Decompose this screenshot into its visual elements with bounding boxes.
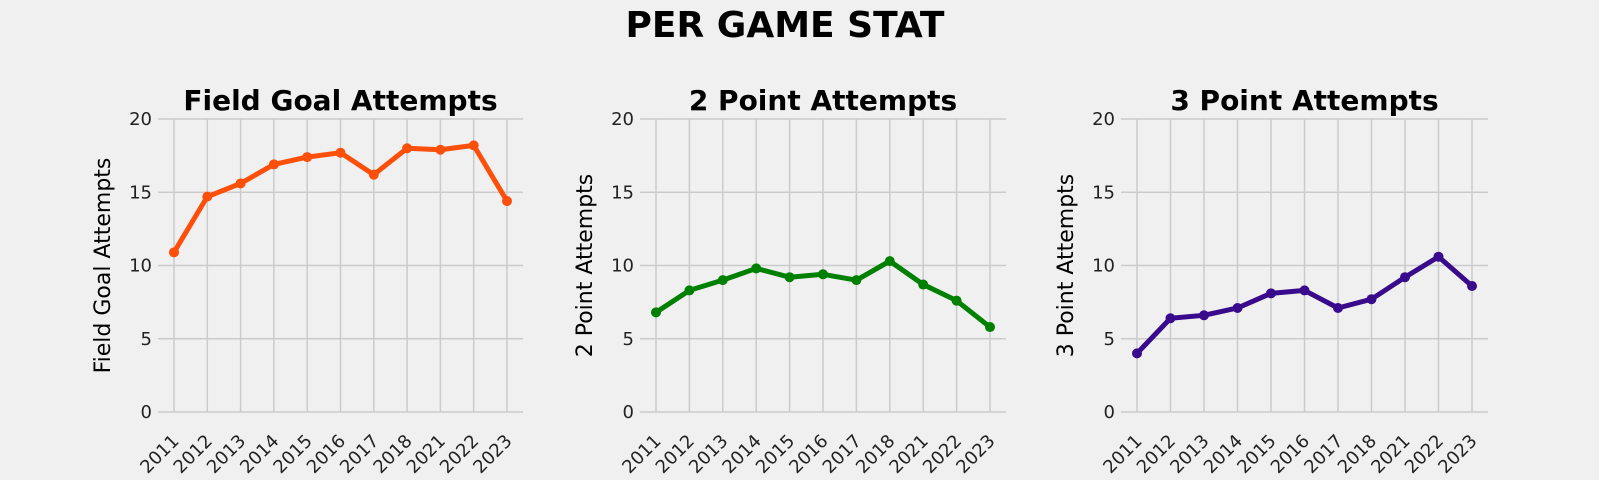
data-point [851, 275, 862, 286]
data-point [1433, 251, 1444, 262]
y-tick-label: 10 [1092, 256, 1115, 277]
y-tick-label: 10 [129, 256, 152, 277]
data-point [235, 178, 246, 189]
y-axis-label: 2 Point Attempts [573, 174, 598, 358]
data-point [717, 275, 728, 286]
data-point [1266, 288, 1276, 299]
chart-panel-3: 0510152020112012201320142015201620172018… [1054, 84, 1488, 478]
y-tick-label: 15 [611, 182, 634, 203]
data-point [751, 263, 762, 274]
y-tick-label: 0 [1104, 402, 1115, 423]
data-point [402, 143, 413, 154]
data-point [1299, 285, 1310, 296]
data-point [818, 269, 828, 280]
data-point [651, 307, 661, 318]
y-tick-label: 5 [1104, 329, 1115, 350]
y-axis-label: Field Goal Attempts [91, 158, 116, 374]
data-point [302, 152, 313, 163]
data-point [502, 196, 512, 207]
data-point [435, 144, 446, 155]
y-tick-label: 0 [623, 402, 634, 423]
y-tick-label: 10 [611, 256, 634, 277]
y-tick-label: 15 [1092, 182, 1115, 203]
panel-title: 2 Point Attempts [689, 84, 957, 117]
x-tick-label: 2023 [1434, 431, 1481, 478]
y-tick-label: 20 [611, 109, 634, 130]
data-point [1232, 302, 1243, 313]
data-point [1400, 272, 1410, 283]
data-point [784, 272, 795, 283]
data-point [1132, 348, 1142, 359]
y-tick-label: 20 [1092, 109, 1115, 130]
data-point [368, 169, 379, 180]
data-point [169, 247, 179, 258]
y-tick-label: 15 [129, 182, 152, 203]
data-point [684, 285, 695, 296]
data-point [468, 140, 479, 151]
data-point [1333, 302, 1343, 313]
y-axis-label: 3 Point Attempts [1054, 174, 1079, 358]
data-point [268, 159, 279, 170]
data-point [1199, 310, 1209, 321]
y-tick-label: 20 [129, 109, 152, 130]
data-point [918, 279, 929, 290]
y-tick-label: 5 [623, 329, 634, 350]
figure-title: PER GAME STAT [626, 5, 945, 46]
x-tick-label: 2023 [469, 431, 516, 478]
panel-title: 3 Point Attempts [1170, 84, 1438, 117]
data-point [1165, 313, 1176, 324]
data-point [884, 256, 895, 267]
data-point [1467, 281, 1477, 292]
data-point [985, 322, 995, 333]
panel-title: Field Goal Attempts [183, 84, 497, 117]
data-point [335, 147, 346, 158]
x-tick-label: 2023 [952, 431, 999, 478]
chart-panels: 0510152020112012201320142015201620172018… [91, 84, 1488, 478]
chart-panel-1: 0510152020112012201320142015201620172018… [91, 84, 523, 478]
data-point [1366, 294, 1377, 305]
data-point [951, 295, 962, 306]
y-tick-label: 0 [141, 402, 152, 423]
y-tick-label: 5 [141, 329, 152, 350]
data-point [202, 191, 213, 202]
chart-panel-2: 0510152020112012201320142015201620172018… [573, 84, 1006, 478]
